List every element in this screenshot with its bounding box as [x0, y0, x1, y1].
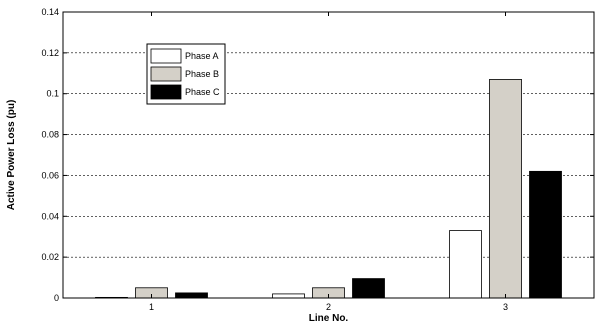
x-tick-label: 3 [503, 302, 508, 312]
legend-swatch [150, 84, 182, 100]
bar-phase-a-line-3 [449, 230, 482, 299]
y-tick-label: 0.08 [41, 130, 59, 140]
bar-phase-c-line-3 [529, 170, 562, 299]
y-tick-label: 0.14 [41, 7, 59, 17]
x-tick-label: 2 [326, 302, 331, 312]
legend-label: Phase A [185, 51, 219, 61]
bars [95, 79, 562, 299]
bar-phase-b-line-3 [489, 79, 522, 299]
y-tick-label: 0.06 [41, 170, 59, 180]
legend-label: Phase B [185, 69, 219, 79]
y-tick-label: 0.1 [46, 89, 59, 99]
y-tick-label: 0 [54, 293, 59, 303]
legend-swatch [150, 48, 182, 64]
bar-phase-c-line-2 [352, 278, 385, 299]
legend-label: Phase C [185, 87, 220, 97]
y-axis-label: Active Power Loss (pu) [6, 100, 17, 211]
legend-swatch [150, 66, 182, 82]
bar-phase-a-line-2 [272, 293, 305, 299]
y-tick-label: 0.02 [41, 252, 59, 262]
y-axis-ticks: 0 0.02 0.04 0.06 0.08 0.1 0.12 0.14 [41, 7, 594, 303]
bar-phase-c-line-1 [175, 292, 208, 299]
x-axis-ticks: 1 2 3 [149, 12, 508, 312]
y-tick-label: 0.12 [41, 48, 59, 58]
legend: Phase A Phase B Phase C [146, 43, 226, 105]
x-axis-label: Line No. [309, 313, 349, 324]
x-tick-label: 1 [149, 302, 154, 312]
y-tick-label: 0.04 [41, 211, 59, 221]
